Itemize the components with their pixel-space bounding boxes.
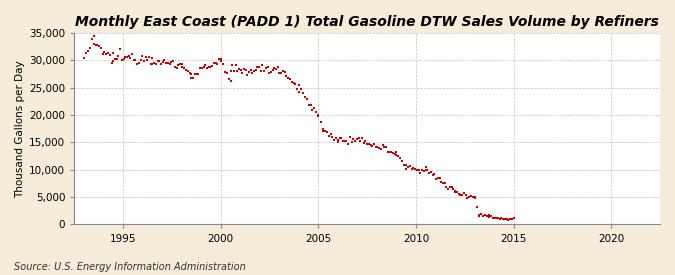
Title: Monthly East Coast (PADD 1) Total Gasoline DTW Sales Volume by Refiners: Monthly East Coast (PADD 1) Total Gasoli… bbox=[75, 15, 659, 29]
Text: Source: U.S. Energy Information Administration: Source: U.S. Energy Information Administ… bbox=[14, 262, 245, 272]
Y-axis label: Thousand Gallons per Day: Thousand Gallons per Day bbox=[15, 60, 25, 197]
